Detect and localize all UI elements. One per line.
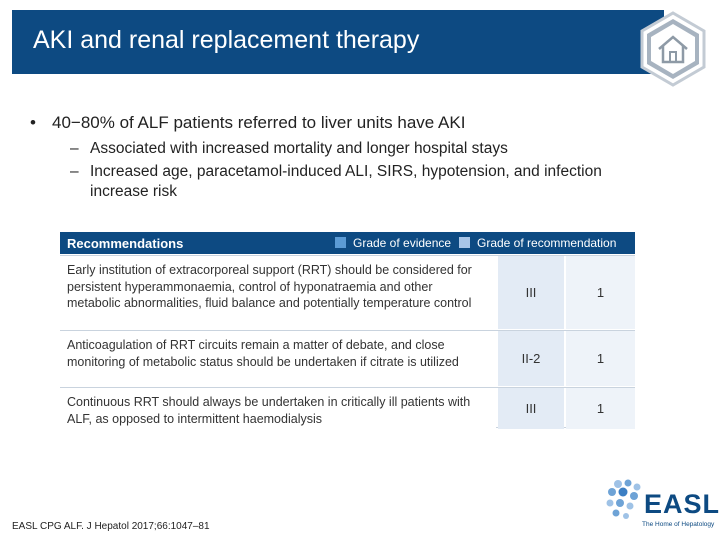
grade-of-recommendation: 1 <box>566 256 635 329</box>
reference-citation: EASL CPG ALF. J Hepatol 2017;66:1047–81 <box>12 521 210 532</box>
sub-bullet-text: Associated with increased mortality and … <box>90 140 508 157</box>
table-row: Early institution of extracorporeal supp… <box>60 255 635 329</box>
legend-recommendation-label: Grade of recommendation <box>477 236 617 250</box>
main-bullet: • 40−80% of ALF patients referred to live… <box>30 113 465 133</box>
table-title: Recommendations <box>67 236 184 251</box>
logo-text: EASL <box>644 489 720 519</box>
slide-title: AKI and renal replacement therapy <box>33 26 420 54</box>
title-bar <box>12 10 664 74</box>
easl-logo-cells-icon <box>606 479 641 519</box>
sub-bullet: – Increased age, paracetamol-induced ALI… <box>70 162 630 202</box>
home-icon <box>640 11 706 87</box>
recommendation-swatch <box>459 237 470 248</box>
easl-logo: EASL The Home of Hepatology <box>604 476 719 532</box>
legend-recommendation: Grade of recommendation <box>459 236 616 250</box>
grade-of-evidence: III <box>498 388 564 429</box>
table-row: Continuous RRT should always be undertak… <box>60 387 635 429</box>
grade-of-evidence: II-2 <box>498 331 564 386</box>
sub-bullet-marker: – <box>70 140 79 157</box>
table-header: Recommendations Grade of evidence Grade … <box>60 232 635 254</box>
sub-bullet: – Associated with increased mortality an… <box>70 139 630 159</box>
grade-of-evidence: III <box>498 256 564 329</box>
sub-bullet-marker: – <box>70 163 79 180</box>
recommendation-text: Continuous RRT should always be undertak… <box>60 388 496 429</box>
sub-bullet-list: – Associated with increased mortality an… <box>70 139 630 205</box>
home-button[interactable] <box>634 10 712 88</box>
recommendations-table: Recommendations Grade of evidence Grade … <box>60 232 635 429</box>
grade-of-recommendation: 1 <box>566 388 635 429</box>
slide-header: AKI and renal replacement therapy <box>0 0 720 88</box>
legend-evidence: Grade of evidence <box>335 236 451 250</box>
logo-tagline: The Home of Hepatology <box>642 521 715 528</box>
main-bullet-text: 40−80% of ALF patients referred to liver… <box>52 113 466 132</box>
sub-bullet-text: Increased age, paracetamol-induced ALI, … <box>90 163 602 200</box>
grade-of-recommendation: 1 <box>566 331 635 386</box>
legend-evidence-label: Grade of evidence <box>353 236 452 250</box>
bullet-marker: • <box>30 113 36 132</box>
recommendation-text: Anticoagulation of RRT circuits remain a… <box>60 331 496 386</box>
table-row: Anticoagulation of RRT circuits remain a… <box>60 330 635 386</box>
recommendation-text: Early institution of extracorporeal supp… <box>60 256 496 329</box>
evidence-swatch <box>335 237 346 248</box>
